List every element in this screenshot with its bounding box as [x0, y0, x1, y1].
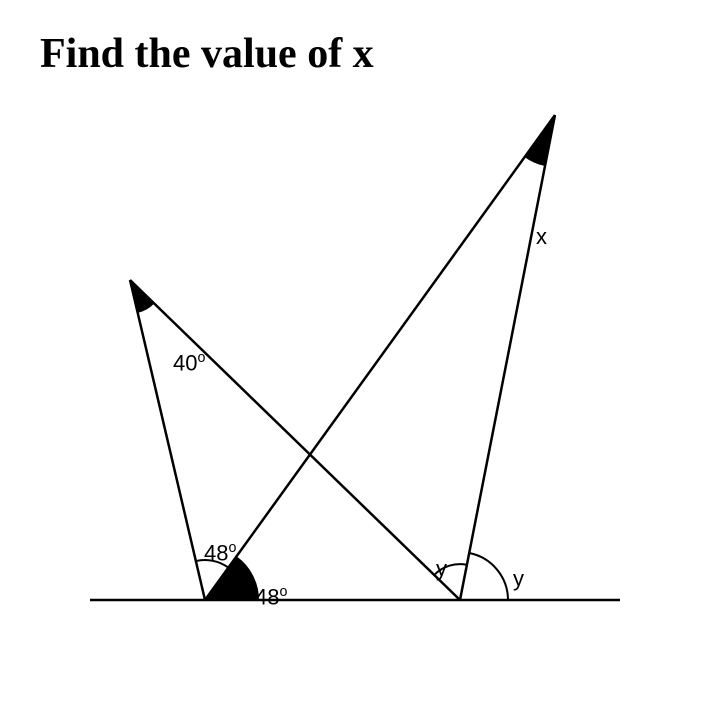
label-48b-value: 48	[255, 584, 279, 609]
label-40-value: 40	[173, 350, 197, 375]
label-y-left: y	[436, 556, 447, 582]
label-48a: 48o	[204, 540, 236, 566]
seg-A-C	[130, 280, 460, 600]
label-40-sup: o	[197, 350, 205, 366]
seg-A-B	[130, 280, 205, 600]
label-48b-sup: o	[279, 584, 287, 600]
seg-B-D	[205, 115, 555, 600]
label-48b: 48o	[255, 584, 287, 610]
label-y-right: y	[513, 566, 524, 592]
label-x: x	[536, 224, 547, 250]
arc-y-right	[469, 553, 508, 600]
label-48a-sup: o	[228, 540, 236, 556]
geometry-diagram	[0, 0, 720, 720]
label-48a-value: 48	[204, 540, 228, 565]
figure-container: Find the value of x 40o 48o 48o y y x	[0, 0, 720, 720]
label-40: 40o	[173, 350, 205, 376]
seg-C-D	[460, 115, 555, 600]
